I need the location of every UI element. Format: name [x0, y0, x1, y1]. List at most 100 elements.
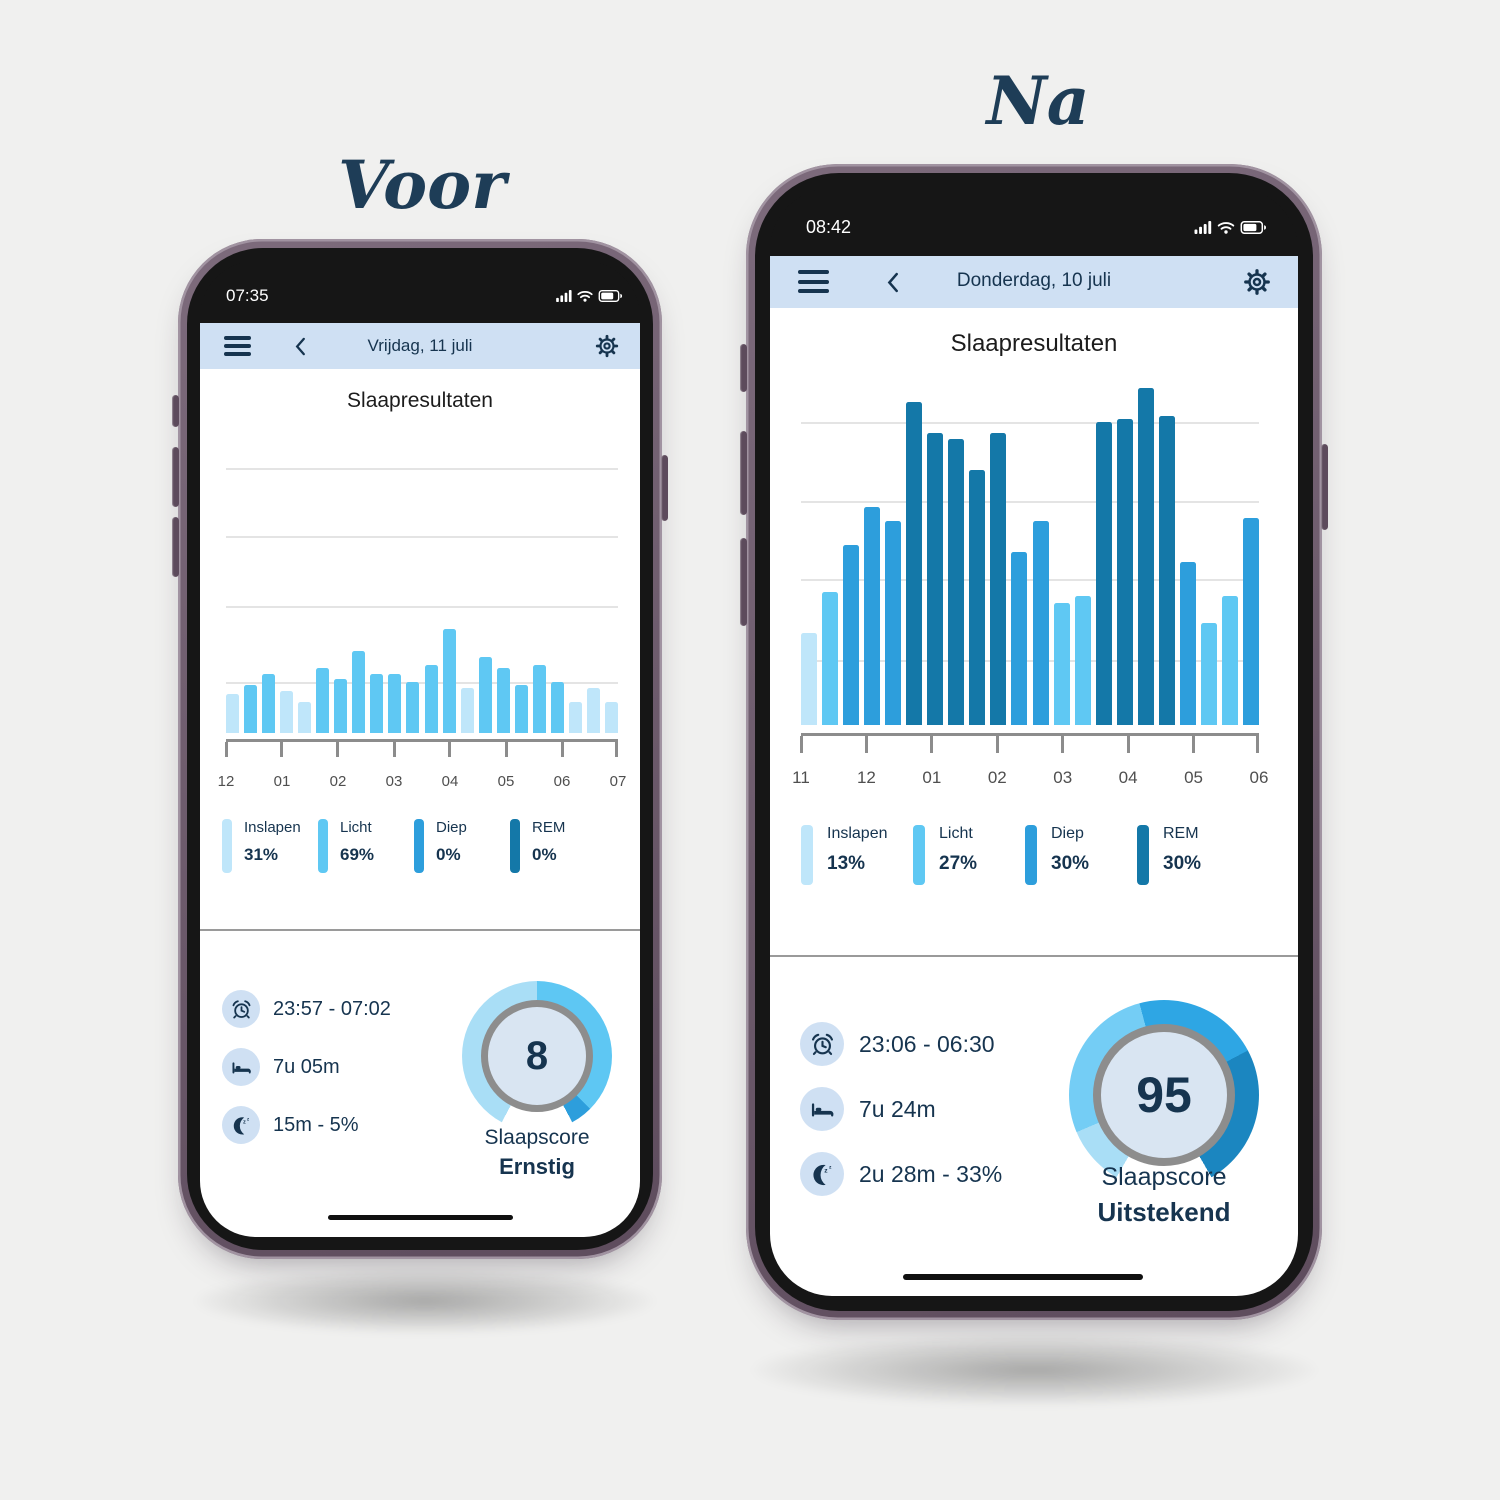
- before-label: Voor: [338, 146, 506, 224]
- power-button: [661, 455, 668, 521]
- sleep-score-label: Slaapscore Ernstig: [437, 1126, 637, 1180]
- sleep-stage-bar: [316, 668, 330, 733]
- sleep-stage-bar: [244, 685, 258, 733]
- score-rating: Uitstekend: [1097, 1197, 1231, 1227]
- legend-label: Inslapen: [827, 825, 888, 842]
- sleep-stage-bar: [1179, 561, 1196, 725]
- sleep-stage-bar: [496, 668, 510, 733]
- settings-gear-icon[interactable]: [1242, 267, 1272, 297]
- legend-value: 27%: [939, 853, 978, 874]
- axis-tick-label: 05: [1184, 768, 1204, 787]
- phone-shadow: [752, 1334, 1317, 1406]
- legend-item: Inslapen 13%: [801, 825, 913, 885]
- legend-swatch: [801, 825, 813, 885]
- legend-swatch: [1137, 825, 1149, 885]
- sleep-score-gauge: 95: [1069, 1000, 1259, 1190]
- svg-text:z: z: [247, 1116, 249, 1121]
- axis-tick-label: 06: [1249, 768, 1269, 787]
- legend-label: Diep: [436, 819, 467, 836]
- legend-item: Licht 69%: [318, 819, 414, 873]
- deep-sleep-value: 15m - 5%: [273, 1113, 359, 1136]
- signal-icon: [556, 290, 572, 302]
- axis-tick-label: 02: [987, 768, 1007, 787]
- svg-text:z: z: [829, 1165, 832, 1170]
- gridline: [801, 660, 1259, 663]
- gridline: [226, 535, 618, 538]
- axis-tick: [1192, 736, 1196, 753]
- sleep-stage-bar: [1053, 602, 1070, 725]
- gridline: [226, 467, 618, 470]
- legend-swatch: [913, 825, 925, 885]
- axis-tick-label: 11: [792, 768, 810, 787]
- sleep-stage-bar: [927, 432, 944, 725]
- status-icons: [556, 290, 624, 302]
- legend-label: Diep: [1051, 825, 1084, 842]
- axis-tick: [336, 742, 340, 757]
- bars-container: [801, 385, 1259, 725]
- axis-tick-label: 03: [1053, 768, 1073, 787]
- sleep-window-row: 23:06 - 06:30: [800, 1022, 995, 1066]
- score-caption: Slaapscore: [484, 1126, 590, 1149]
- sleep-stage-bar: [864, 507, 881, 725]
- sleep-score-value: 8: [525, 1033, 549, 1078]
- legend-label: Licht: [939, 825, 973, 842]
- bed-icon: [800, 1087, 844, 1131]
- sleep-stage-bar: [1074, 595, 1091, 725]
- axis-tick: [280, 742, 284, 757]
- gauge-inner-circle: 95: [1093, 1024, 1235, 1166]
- axis-tick: [1126, 736, 1130, 753]
- sleep-stage-bar: [948, 439, 965, 725]
- sleep-stage-bar: [604, 701, 618, 733]
- axis-tick-label: 06: [553, 773, 571, 790]
- score-rating: Ernstig: [499, 1154, 575, 1179]
- legend-swatch: [318, 819, 328, 873]
- menu-icon[interactable]: [224, 336, 251, 356]
- sleep-stage-bar: [1032, 521, 1049, 725]
- gridline: [801, 578, 1259, 581]
- axis-tick-label: 07: [609, 773, 627, 790]
- sleep-duration-value: 7u 24m: [859, 1095, 936, 1122]
- legend-value: 31%: [244, 845, 279, 864]
- sleep-score-value: 95: [1136, 1067, 1192, 1123]
- sleep-stage-bar: [370, 673, 384, 733]
- back-chevron-icon[interactable]: [886, 272, 899, 293]
- sleep-stage-bar: [990, 432, 1007, 725]
- sleep-stage-bar: [1116, 419, 1133, 725]
- settings-gear-icon[interactable]: [594, 333, 620, 359]
- volume-button: [740, 344, 747, 392]
- sleep-window-row: 23:57 - 07:02: [222, 990, 391, 1028]
- sleep-stage-bar: [460, 687, 474, 733]
- status-icons: [1194, 220, 1268, 234]
- sleep-score-label: Slaapscore Uitstekend: [1064, 1163, 1264, 1228]
- sleep-stage-bar: [1242, 517, 1259, 725]
- deep-sleep-value: 2u 28m - 33%: [859, 1160, 1003, 1187]
- menu-icon[interactable]: [798, 270, 829, 293]
- sleep-window-value: 23:57 - 07:02: [273, 997, 391, 1020]
- status-time: 08:42: [806, 216, 852, 237]
- legend-label: Inslapen: [244, 819, 301, 836]
- legend-item: REM 30%: [1137, 825, 1249, 885]
- sleep-stage-bar: [478, 656, 492, 733]
- back-chevron-icon[interactable]: [294, 337, 306, 356]
- phone-shadow: [195, 1268, 655, 1334]
- axis-tick-label: 02: [329, 773, 347, 790]
- axis-tick-label: 04: [441, 773, 459, 790]
- svg-text:z: z: [243, 1119, 246, 1125]
- sleep-stage-bar: [226, 693, 239, 733]
- sleep-stage-bar: [298, 701, 312, 733]
- sleep-stages-chart: [801, 385, 1259, 725]
- legend-value: 30%: [1051, 853, 1090, 874]
- status-bar: 07:35: [200, 261, 640, 323]
- home-indicator[interactable]: [903, 1274, 1143, 1280]
- header-date: Vrijdag, 11 juli: [367, 336, 473, 355]
- home-indicator[interactable]: [328, 1215, 513, 1220]
- stage-legend: Inslapen 31% Licht 69% Diep 0% REM 0%: [222, 819, 606, 873]
- legend-label: REM: [532, 819, 566, 836]
- chart-x-axis: 12 01 02 03 04 05 06 07: [218, 739, 626, 790]
- sleep-stage-bar: [334, 679, 348, 733]
- axis-tick: [1061, 736, 1065, 753]
- legend-item: Diep 30%: [1025, 825, 1137, 885]
- sleep-stage-bar: [906, 402, 923, 725]
